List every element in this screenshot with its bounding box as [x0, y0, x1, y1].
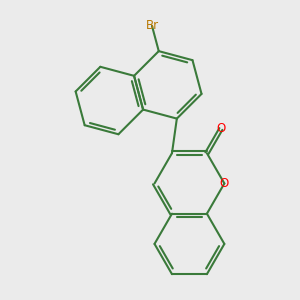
Text: O: O — [216, 122, 226, 136]
Text: O: O — [220, 177, 229, 190]
Text: Br: Br — [146, 19, 158, 32]
